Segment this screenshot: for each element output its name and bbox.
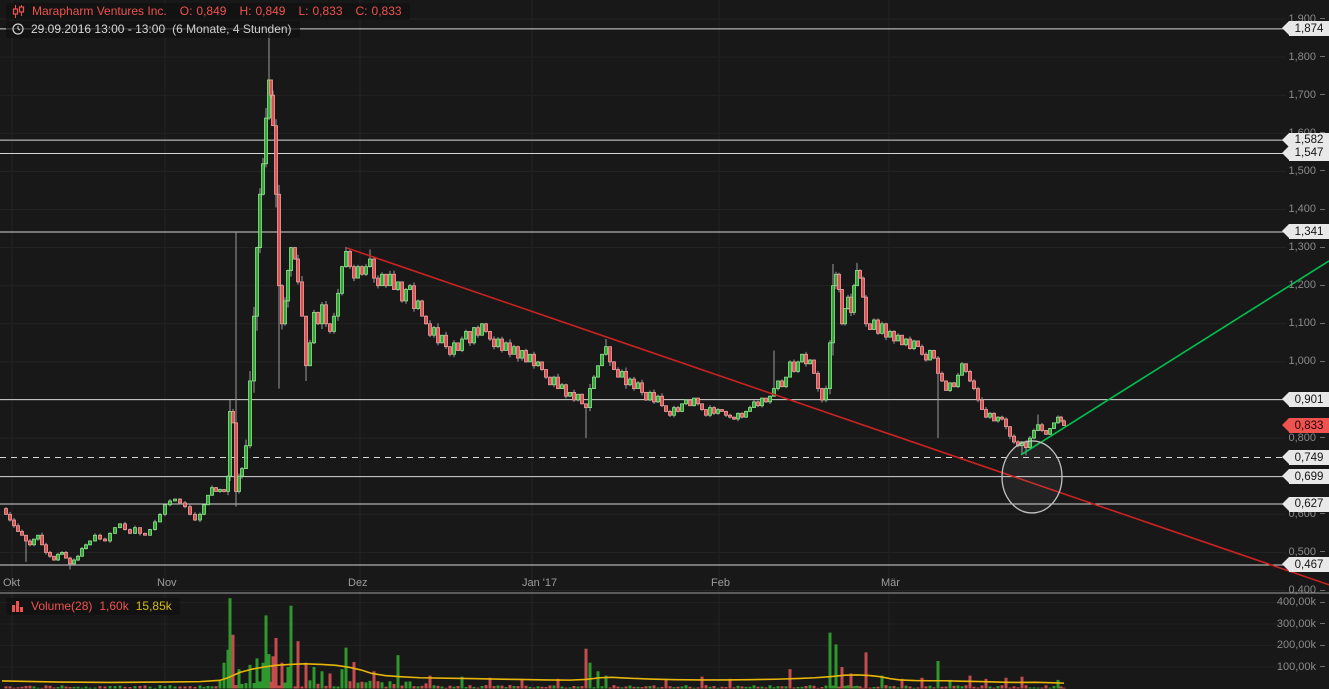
price-level-tag[interactable]: 1,547 — [1282, 145, 1329, 161]
ohlc-high: H: 0,849 — [239, 4, 286, 18]
axis-tick-label: 1,300 — [1288, 241, 1325, 253]
ohlc-low: L: 0,833 — [298, 4, 343, 18]
time-axis-label: Mär — [881, 577, 900, 589]
last-price-tag[interactable]: 0,833 — [1282, 418, 1329, 434]
volume-ma-line — [1, 662, 1065, 684]
time-range: 29.09.2016 13:00 - 13:00 — [31, 22, 166, 36]
axis-tick-label: 200,00k — [1277, 639, 1325, 651]
price-level-lines — [0, 28, 1284, 566]
axis-tick-label: 100,00k — [1277, 661, 1325, 673]
ohlc-close: C: 0,833 — [355, 4, 402, 18]
resistance-trendline[interactable] — [346, 247, 1329, 586]
volume-bars — [4, 598, 1066, 689]
gridlines — [0, 0, 1286, 689]
ohlc-open: O: 0,849 — [179, 4, 227, 18]
volume-bars-icon — [12, 600, 24, 612]
axis-tick-label: 0,500 — [1288, 546, 1325, 558]
axis-tick-label: 400,00k — [1277, 596, 1325, 608]
volume-ma-value: 15,85k — [135, 599, 172, 613]
axis-tick-label: 0,800 — [1288, 432, 1325, 444]
axis-tick-label: 1,100 — [1288, 317, 1325, 329]
time-axis-label: Dez — [348, 577, 368, 589]
price-level-tag[interactable]: 0,749 — [1282, 450, 1329, 466]
axis-tick-label: 300,00k — [1277, 618, 1325, 630]
axis-tick-label: 1,400 — [1288, 203, 1325, 215]
time-axis-label: Nov — [157, 577, 177, 589]
axis-tick-label: 1,500 — [1288, 165, 1325, 177]
volume-value: 1,60k — [99, 599, 129, 613]
price-level-tag[interactable]: 0,699 — [1282, 469, 1329, 485]
axis-tick-label: 0,400 — [1288, 584, 1325, 596]
highlight-ellipse[interactable] — [1001, 440, 1063, 514]
time-axis-label: Jan '17 — [522, 577, 558, 589]
price-level-tag[interactable]: 1,341 — [1282, 224, 1329, 240]
symbol-legend[interactable]: Marapharm Ventures Inc. O: 0,849 H: 0,849 … — [6, 3, 410, 20]
candlestick-logo-icon — [12, 4, 25, 18]
time-axis-label: Feb — [711, 577, 730, 589]
clock-icon — [12, 23, 24, 35]
timeframe-label: (6 Monate, 4 Stunden) — [172, 22, 292, 36]
axis-tick-label: 1,200 — [1288, 279, 1325, 291]
symbol-name: Marapharm Ventures Inc. — [32, 4, 167, 18]
price-level-tag[interactable]: 0,627 — [1282, 496, 1329, 512]
axis-tick-label: 1,000 — [1288, 355, 1325, 367]
price-level-tag[interactable]: 1,582 — [1282, 132, 1329, 148]
timeframe-legend[interactable]: 29.09.2016 13:00 - 13:00 (6 Monate, 4 St… — [6, 21, 300, 38]
time-axis-label: Okt — [3, 577, 21, 589]
price-level-tag[interactable]: 1,874 — [1282, 21, 1329, 37]
volume-indicator-label: Volume(28) — [31, 599, 93, 613]
axis-tick-label: 1,700 — [1288, 89, 1325, 101]
price-level-tag[interactable]: 0,467 — [1282, 557, 1329, 573]
candle-bodies — [4, 79, 1066, 565]
support-trendline[interactable] — [1020, 260, 1329, 456]
volume-legend[interactable]: Volume(28) 1,60k 15,85k — [6, 598, 180, 615]
axis-tick-label: 1,800 — [1288, 51, 1325, 63]
price-level-tag[interactable]: 0,901 — [1282, 392, 1329, 408]
